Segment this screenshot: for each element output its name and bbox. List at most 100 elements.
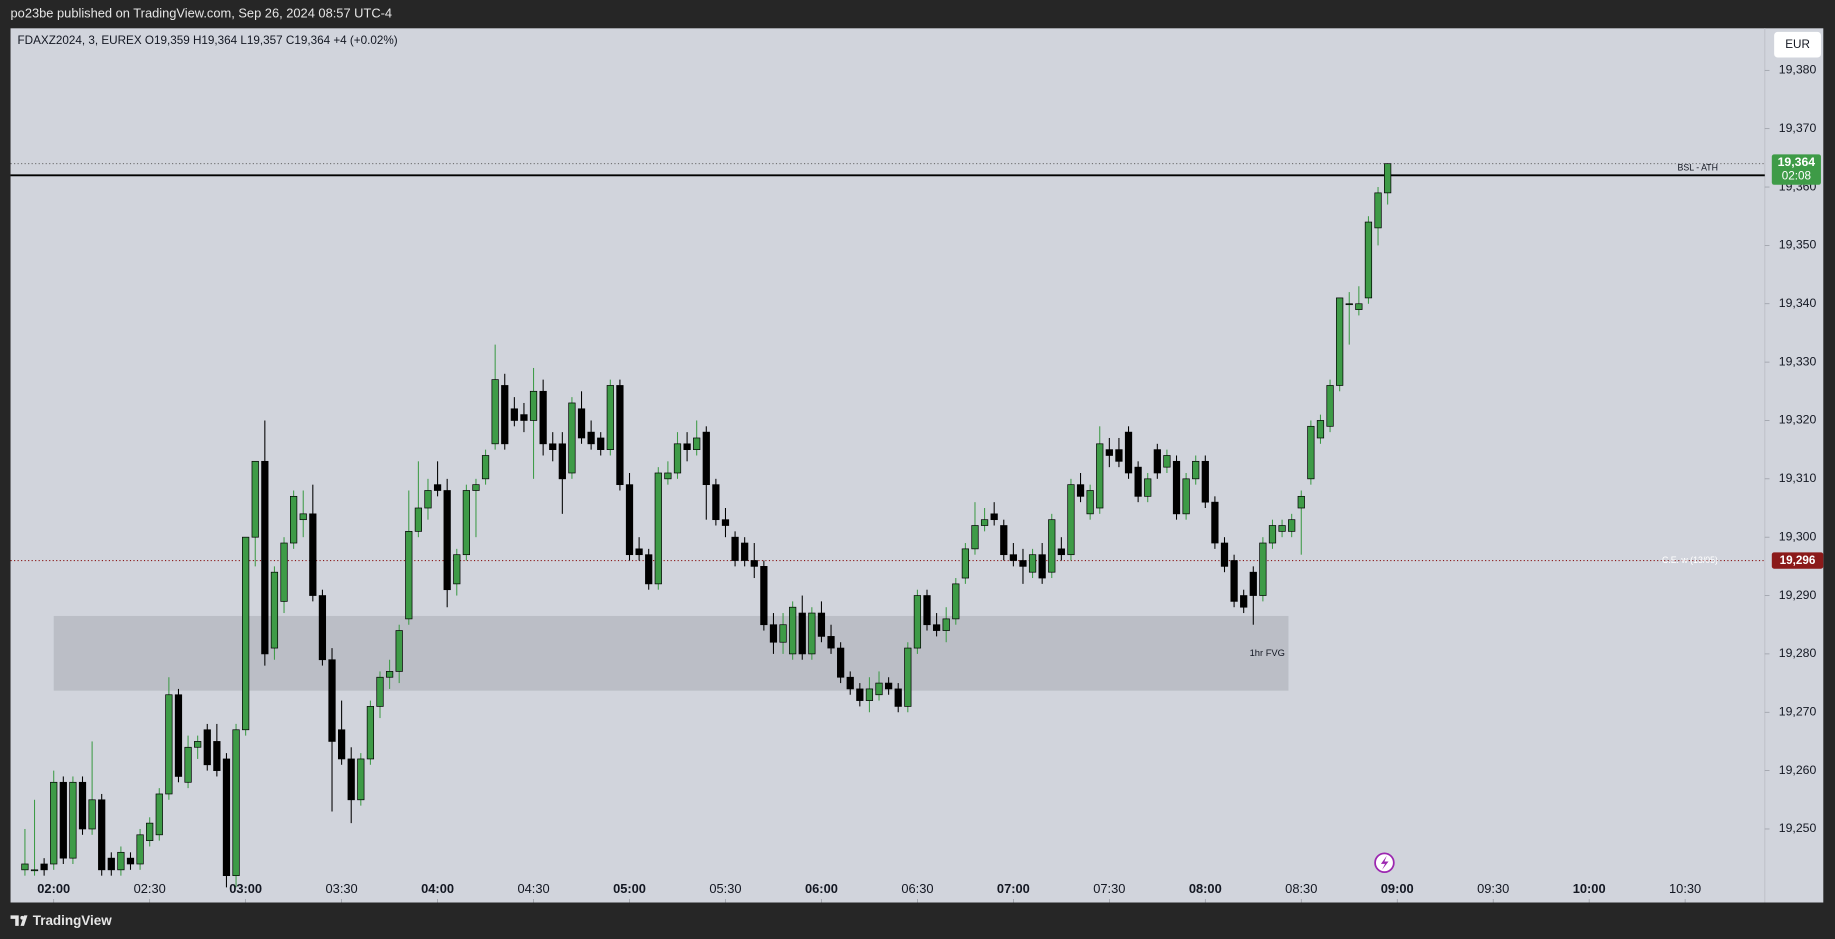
candle-body xyxy=(30,869,39,872)
candle-body xyxy=(462,490,470,556)
candle-body xyxy=(1028,554,1037,573)
candle-body xyxy=(1000,525,1008,556)
candle-body xyxy=(990,513,998,521)
candle-body xyxy=(59,781,67,859)
y-tick-label: 19,310 xyxy=(1779,471,1817,485)
candle-body xyxy=(712,484,720,521)
chart-area xyxy=(10,28,1824,903)
y-tick-label: 19,380 xyxy=(1779,63,1817,77)
candle-body xyxy=(798,612,806,655)
candle-body xyxy=(913,595,922,649)
candle-body xyxy=(1105,449,1113,456)
countdown-label: 02:08 xyxy=(1782,170,1811,183)
candle-body xyxy=(1297,495,1305,509)
candle-body xyxy=(549,443,557,450)
legend-symbol: FDAXZ2024, 3, EUREX xyxy=(18,34,142,47)
candle-body xyxy=(261,460,269,655)
candle-body xyxy=(625,484,634,556)
currency-button[interactable] xyxy=(1774,31,1821,58)
candle-body xyxy=(693,437,701,450)
last-price-label: 19,364 xyxy=(1778,155,1816,169)
y-tick-label: 19,280 xyxy=(1779,646,1817,660)
candle-body xyxy=(702,431,710,486)
candle-body xyxy=(146,822,154,841)
currency-label[interactable]: EUR xyxy=(1785,38,1810,51)
candle-body xyxy=(1316,420,1325,439)
candle-body xyxy=(1336,297,1344,386)
candle-body xyxy=(1115,449,1123,462)
candle-body xyxy=(961,548,970,579)
icon-bolt[interactable] xyxy=(1380,855,1389,870)
candle-body xyxy=(904,647,912,707)
candle-body xyxy=(318,595,327,661)
header-text: po23be published on TradingView.com, Sep… xyxy=(11,6,393,21)
candle-body xyxy=(1086,490,1094,515)
candle-body xyxy=(1211,501,1219,544)
y-tick-label: 19,350 xyxy=(1779,238,1817,252)
candle-body xyxy=(597,437,605,450)
candle-body xyxy=(21,863,29,871)
candle-body xyxy=(779,624,787,643)
candle-body xyxy=(242,536,250,731)
candle-body xyxy=(760,566,768,626)
x-tick-label: 03:00 xyxy=(229,881,262,896)
candle-body xyxy=(673,443,682,474)
candle-body xyxy=(299,513,307,521)
candle-body xyxy=(606,385,614,450)
candle-body xyxy=(1268,525,1277,544)
candle-body xyxy=(78,781,87,830)
candle-body xyxy=(568,402,576,474)
candle-body xyxy=(328,659,336,742)
x-tick-label: 02:00 xyxy=(37,881,70,896)
legend: FDAXZ2024, 3, EUREX O19,359 H19,364 L19,… xyxy=(18,34,398,47)
candle-body xyxy=(1345,303,1353,306)
legend-change: +4 (+0.02%) xyxy=(333,34,397,47)
last-price-tag xyxy=(1771,154,1821,185)
y-tick-label: 19,330 xyxy=(1779,354,1817,368)
candle-body xyxy=(894,688,902,707)
candle-body xyxy=(347,758,355,801)
x-tick-label: 04:00 xyxy=(421,881,454,896)
y-tick-label: 19,370 xyxy=(1779,121,1817,135)
candle-body xyxy=(213,741,221,771)
candle-body xyxy=(337,729,346,760)
candle-body xyxy=(654,472,662,585)
candle-body xyxy=(222,758,231,877)
candle-body xyxy=(875,682,883,696)
candle-body xyxy=(453,554,461,585)
candle-body xyxy=(174,694,183,777)
candle-body xyxy=(856,688,864,701)
candle-body xyxy=(980,519,989,526)
candle-body xyxy=(184,746,192,783)
fvg-label: 1hr FVG xyxy=(1250,648,1285,658)
candle-body xyxy=(865,688,874,701)
candle-body xyxy=(587,431,595,445)
candle-body xyxy=(194,741,202,748)
candle-body xyxy=(98,799,106,871)
candle-body xyxy=(491,379,499,445)
candle-body xyxy=(683,443,691,450)
x-tick-label: 10:00 xyxy=(1573,881,1606,896)
x-tick-label: 08:30 xyxy=(1285,881,1317,896)
candle-body xyxy=(405,530,413,620)
candle-body xyxy=(501,385,509,445)
candle-body xyxy=(280,542,288,602)
candle-body xyxy=(88,799,96,830)
level-label: C.E. w (13/05) xyxy=(1662,555,1718,565)
fvg-zone xyxy=(53,615,1289,691)
candle-body xyxy=(942,618,950,631)
candle-body xyxy=(721,519,730,526)
x-tick-label: 10:30 xyxy=(1669,881,1701,896)
footer-text: TradingView xyxy=(33,913,112,928)
candle-body xyxy=(750,560,758,567)
x-tick-label: 05:30 xyxy=(709,881,741,896)
candle-body xyxy=(1249,571,1257,596)
candle-body xyxy=(1048,519,1056,573)
candle-body xyxy=(50,781,58,865)
lightning-icon[interactable] xyxy=(1374,852,1395,873)
candle-body xyxy=(885,682,893,690)
candle-body xyxy=(357,758,365,801)
candle-body xyxy=(1009,554,1017,561)
candle-body xyxy=(827,636,835,649)
candle-body xyxy=(1259,542,1267,596)
